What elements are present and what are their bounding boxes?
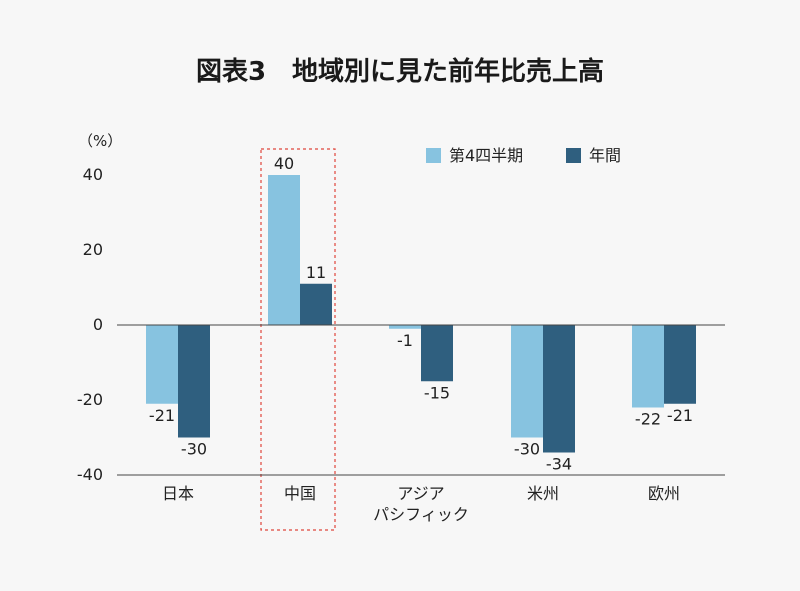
bar-annual	[421, 325, 453, 382]
bar-annual	[664, 325, 696, 404]
bar-q4	[389, 325, 421, 329]
data-label: 11	[306, 263, 326, 282]
legend-swatch	[566, 148, 581, 163]
bar-q4	[268, 175, 300, 325]
y-axis-label: （%）	[78, 132, 122, 150]
data-label: -34	[546, 455, 572, 474]
category-label: 欧州	[648, 484, 680, 503]
highlight-box	[260, 148, 336, 531]
bar-q4	[632, 325, 664, 408]
legend-swatch	[426, 148, 441, 163]
bar-annual	[300, 283, 332, 325]
legend-label: 第4四半期	[449, 146, 523, 165]
category-label: アジア	[397, 484, 444, 503]
y-tick-label: 20	[83, 240, 103, 259]
category-label: 日本	[162, 484, 194, 503]
data-label: -30	[181, 440, 207, 459]
category-label: 米州	[527, 484, 559, 503]
data-label: -21	[667, 406, 693, 425]
category-label: パシフィック	[373, 505, 469, 524]
y-tick-label: -20	[77, 390, 103, 409]
chart-title: 図表3 地域別に見た前年比売上高	[196, 56, 604, 87]
data-label: 40	[274, 154, 294, 173]
bar-q4	[511, 325, 543, 438]
bar-annual	[178, 325, 210, 438]
data-label: -22	[635, 410, 661, 429]
data-label: -21	[149, 406, 175, 425]
bar-annual	[543, 325, 575, 453]
bar-q4	[146, 325, 178, 404]
y-tick-label: -40	[77, 465, 103, 484]
legend-label: 年間	[589, 146, 621, 165]
y-tick-label: 40	[83, 165, 103, 184]
data-label: -15	[424, 383, 450, 402]
category-label: 中国	[284, 484, 316, 503]
y-tick-label: 0	[93, 315, 103, 334]
data-label: -30	[514, 440, 540, 459]
data-label: -1	[397, 331, 413, 350]
